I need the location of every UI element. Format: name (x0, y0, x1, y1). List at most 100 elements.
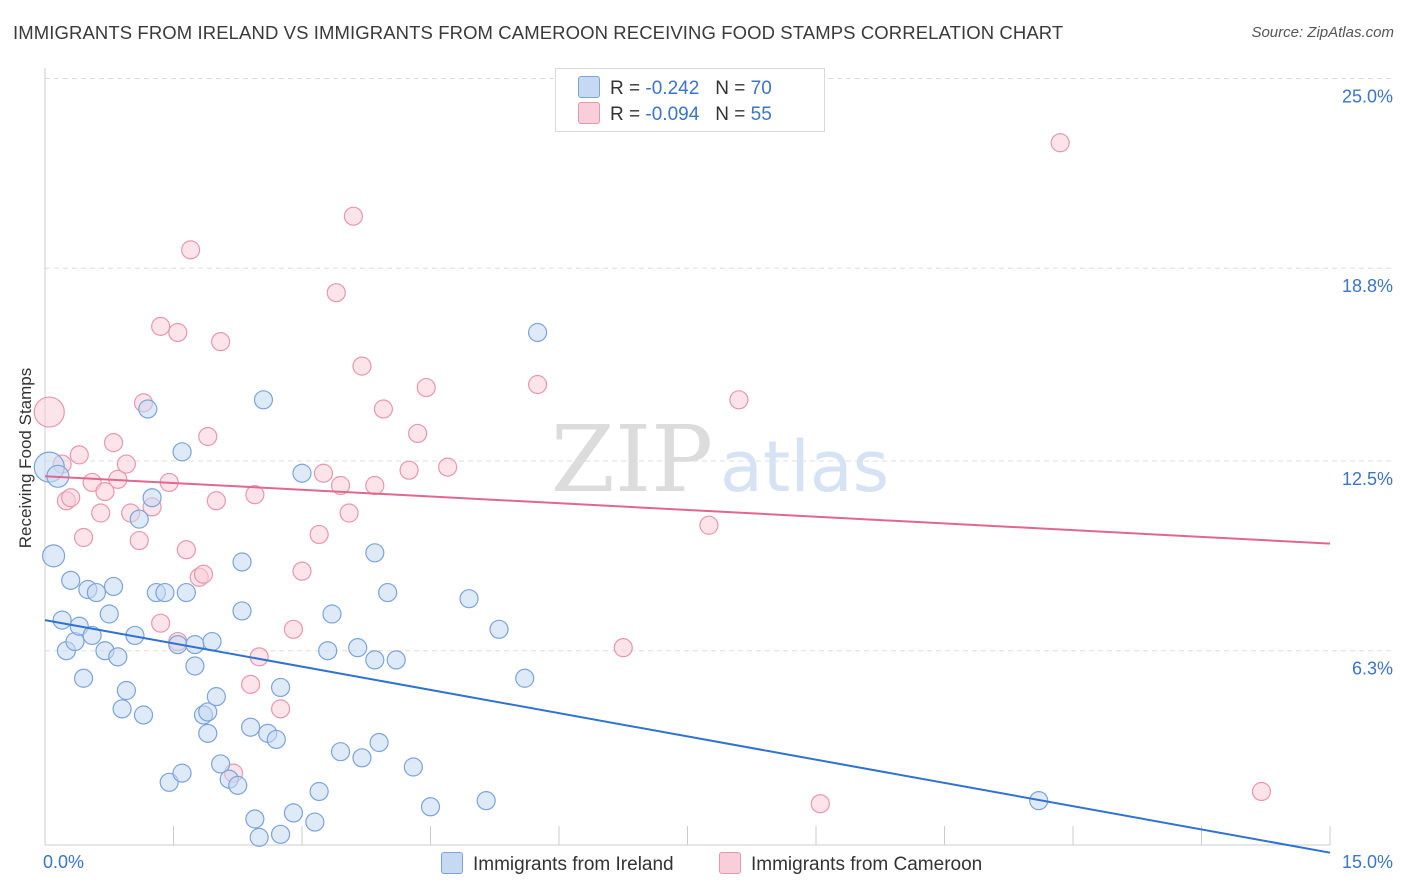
cameroon-point (181, 240, 201, 260)
ireland-point (52, 610, 72, 630)
ireland-trend-line (44, 619, 1331, 854)
cameroon-point (69, 445, 89, 465)
cameroon-point (103, 433, 124, 453)
ireland-point (73, 668, 94, 688)
cameroon-point (206, 491, 226, 511)
ireland-point (322, 604, 342, 624)
cameroon-point (810, 794, 830, 814)
cameroon-point (438, 457, 458, 477)
ireland-point (155, 582, 175, 603)
ireland-point (232, 601, 252, 621)
legend-n-cameroon: 55 (750, 104, 772, 125)
ireland-point (61, 570, 81, 590)
ireland-point (420, 797, 441, 817)
ireland-point (515, 668, 535, 688)
ireland-point (108, 647, 128, 667)
ireland-point (386, 650, 406, 670)
cameroon-point (61, 488, 81, 508)
ireland-point (241, 717, 261, 737)
cameroon-point (330, 475, 351, 496)
ireland-point (283, 803, 304, 823)
trend-lines (44, 475, 1331, 854)
cameroon-point (168, 322, 188, 343)
cameroon-point (343, 206, 363, 226)
cameroon-point (151, 613, 171, 633)
cameroon-legend-swatch (719, 852, 741, 874)
ireland-point (198, 723, 218, 743)
ireland-point (228, 775, 248, 795)
cameroon-point (1050, 133, 1070, 153)
x-axis-max-label: 15.0% (1341, 852, 1393, 872)
ireland-point (232, 552, 252, 572)
ireland-point (378, 582, 398, 603)
ireland-point (133, 705, 154, 725)
cameroon-point (326, 283, 346, 303)
legend-r-label-cameroon: R = (610, 104, 641, 125)
cameroon-point (91, 503, 111, 523)
ireland-point (318, 641, 338, 661)
cameroon-point (729, 390, 749, 410)
cameroon-point (399, 460, 419, 480)
cameroon-point (151, 316, 171, 336)
y-tick-label: 18.8% (1342, 276, 1393, 296)
ireland-point (172, 442, 192, 462)
ireland-point (112, 699, 132, 719)
cameroon-point (313, 463, 334, 483)
ireland-point (211, 754, 231, 774)
cameroon-point (129, 530, 149, 551)
bottom-legend-cameroon[interactable]: Immigrants from Cameroon (719, 852, 982, 876)
ireland-point (185, 634, 205, 655)
bottom-legend-ireland-label: Immigrants from Ireland (473, 854, 674, 875)
ireland-point (86, 582, 107, 603)
watermark-zip: ZIP (551, 406, 713, 513)
ireland-point (365, 650, 385, 670)
ireland-swatch (578, 76, 600, 98)
ireland-point (527, 322, 548, 343)
cameroon-point (270, 699, 291, 719)
ireland-point (129, 509, 149, 529)
source-credit: Source: ZipAtlas.com (1251, 24, 1394, 41)
legend-r-ireland: -0.242 (645, 78, 700, 99)
watermark-atlas: atlas (720, 426, 889, 508)
watermark: ZIP atlas (551, 406, 889, 513)
y-tick-label: 6.3% (1352, 659, 1393, 679)
bottom-legend-ireland[interactable]: Immigrants from Ireland (441, 852, 674, 876)
cameroon-point (73, 527, 94, 548)
cameroon-point (193, 564, 214, 584)
ireland-point (270, 824, 291, 844)
ireland-point (202, 631, 222, 652)
ireland-point (253, 390, 274, 410)
y-tick-labels: 6.3% 12.5% 18.8% 25.0% (1342, 87, 1393, 679)
bottom-legend-cameroon-label: Immigrants from Cameroon (751, 854, 983, 875)
cameroon-point (211, 332, 231, 352)
legend-n-ireland: 70 (750, 78, 772, 99)
cameroon-point (283, 619, 304, 639)
y-tick-label: 12.5% (1342, 469, 1393, 489)
ireland-point (365, 543, 385, 563)
ireland-point (41, 544, 66, 568)
ireland-point (103, 576, 124, 597)
cameroon-point (613, 638, 633, 658)
ireland-point (330, 742, 351, 762)
cameroon-point (176, 540, 196, 560)
ireland-point (266, 729, 286, 750)
cameroon-point (408, 423, 428, 444)
ireland-point (82, 625, 102, 646)
cameroon-point (33, 396, 65, 428)
cameroon-point (241, 674, 261, 694)
correlation-legend: R = -0.242 N = 70 R = -0.094 N = 55 (555, 68, 825, 132)
legend-n-label-cameroon: N = (715, 104, 746, 125)
legend-row-cameroon: R = -0.094 N = 55 (578, 102, 772, 126)
cameroon-point (198, 426, 218, 447)
ireland-point (305, 812, 325, 832)
ireland-point (489, 619, 509, 639)
legend-n-label-ireland: N = (715, 78, 746, 99)
ireland-point (138, 399, 158, 419)
cameroon-point (699, 515, 719, 535)
ireland-points (33, 322, 1049, 847)
ireland-point (99, 604, 119, 624)
cameroon-point (292, 561, 312, 581)
cameroon-swatch (578, 102, 600, 124)
cameroon-point (116, 454, 136, 474)
